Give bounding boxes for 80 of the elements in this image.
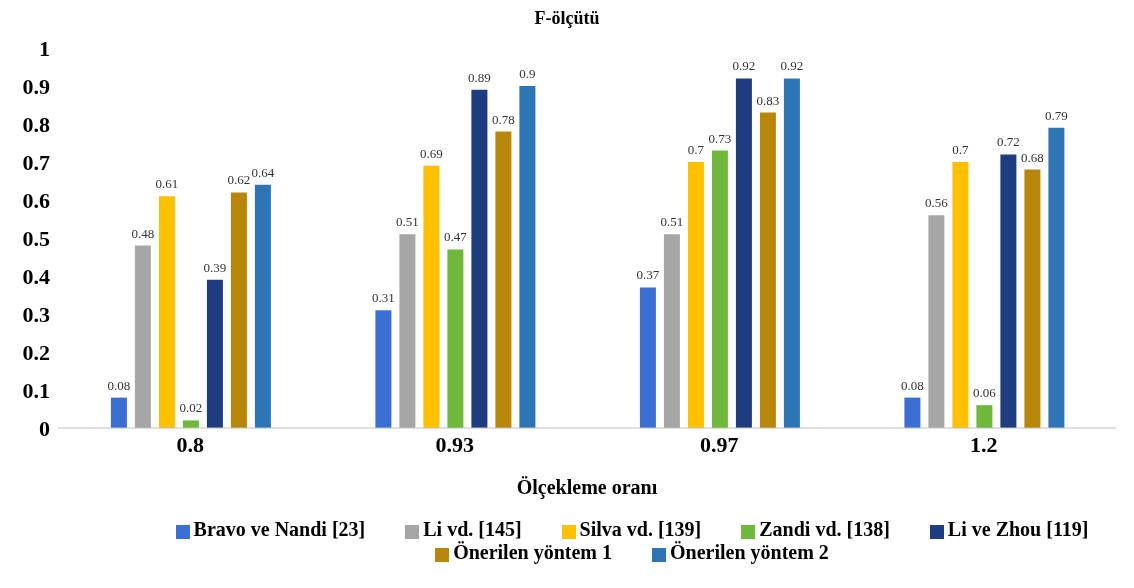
data-label: 0.56 — [925, 195, 949, 211]
bar — [687, 162, 704, 428]
bar — [928, 215, 945, 428]
y-tick-label: 0.2 — [22, 339, 50, 365]
bar — [952, 162, 969, 428]
bar — [1024, 169, 1041, 428]
bar — [904, 397, 921, 428]
data-label: 0.78 — [492, 111, 515, 127]
data-label: 0.83 — [756, 92, 780, 108]
bar — [519, 86, 536, 428]
bar — [663, 234, 680, 428]
y-tick-label: 0.1 — [22, 377, 50, 403]
bar — [639, 287, 656, 428]
data-label: 0.06 — [973, 385, 997, 401]
x-tick-label: 1.2 — [970, 431, 998, 457]
data-label: 0.79 — [1045, 107, 1068, 123]
data-label: 0.51 — [396, 214, 419, 230]
bar — [254, 184, 271, 428]
x-tick-label: 0.93 — [435, 431, 474, 457]
data-label: 0.02 — [179, 400, 203, 416]
data-label: 0.47 — [444, 229, 468, 245]
legend-label: Li ve Zhou [119] — [947, 518, 1089, 540]
y-tick-label: 0.5 — [22, 225, 50, 251]
y-tick-label: 0.7 — [22, 149, 50, 175]
data-label: 0.08 — [107, 377, 131, 393]
bar — [230, 192, 247, 428]
data-label: 0.69 — [420, 145, 443, 161]
bar — [735, 78, 752, 428]
bar — [423, 165, 440, 428]
data-label: 0.61 — [155, 176, 179, 192]
y-tick-label: 0.3 — [22, 301, 50, 327]
y-tick-label: 0.9 — [22, 73, 50, 99]
legend-label: Önerilen yöntem 2 — [670, 541, 829, 563]
x-tick-label: 0.8 — [176, 431, 204, 457]
data-label: 0.08 — [901, 377, 924, 393]
bar — [110, 397, 127, 428]
x-axis-title: Ölçekleme oranı — [516, 476, 658, 499]
bar — [182, 420, 199, 428]
data-label: 0.72 — [997, 134, 1020, 150]
data-label: 0.68 — [1021, 149, 1044, 165]
bar — [399, 234, 416, 428]
legend-label: Li vd. [145] — [423, 518, 522, 540]
data-label: 0.62 — [227, 172, 251, 188]
data-label: 0.51 — [660, 214, 684, 230]
data-label: 0.64 — [251, 164, 275, 180]
bar — [134, 245, 151, 428]
bar — [976, 405, 993, 428]
legend-label: Zandi vd. [138] — [759, 518, 890, 540]
y-tick-label: 0 — [39, 415, 50, 441]
data-label: 0.39 — [203, 259, 227, 275]
data-label: 0.48 — [131, 225, 155, 241]
data-label: 0.89 — [468, 69, 491, 85]
bar — [783, 78, 800, 428]
legend-label: Bravo ve Nandi [23] — [193, 518, 366, 540]
y-tick-label: 1 — [39, 35, 50, 61]
data-label: 0.73 — [708, 130, 732, 146]
y-tick-label: 0.6 — [22, 187, 50, 213]
bar — [158, 196, 175, 428]
legend-label: Önerilen yöntem 1 — [453, 541, 612, 563]
data-label: 0.9 — [519, 66, 536, 81]
data-label: 0.31 — [372, 290, 395, 306]
bar — [447, 249, 464, 428]
bar — [759, 112, 776, 428]
bar — [711, 150, 728, 428]
data-label: 0.7 — [687, 142, 705, 157]
x-tick-label: 0.97 — [700, 431, 739, 457]
bar — [495, 131, 512, 428]
data-label: 0.92 — [732, 58, 756, 74]
data-label: 0.7 — [952, 142, 970, 157]
bar — [471, 89, 488, 428]
data-label: 0.92 — [780, 58, 804, 74]
y-tick-label: 0.8 — [22, 111, 50, 137]
chart-title: F-ölçütü — [533, 8, 601, 30]
bar — [206, 279, 223, 428]
legend-label: Silva vd. [139] — [579, 518, 702, 540]
bar — [1048, 127, 1065, 428]
data-label: 0.37 — [636, 267, 660, 283]
bar — [1000, 154, 1017, 428]
y-tick-label: 0.4 — [22, 263, 50, 289]
bar — [375, 310, 392, 428]
